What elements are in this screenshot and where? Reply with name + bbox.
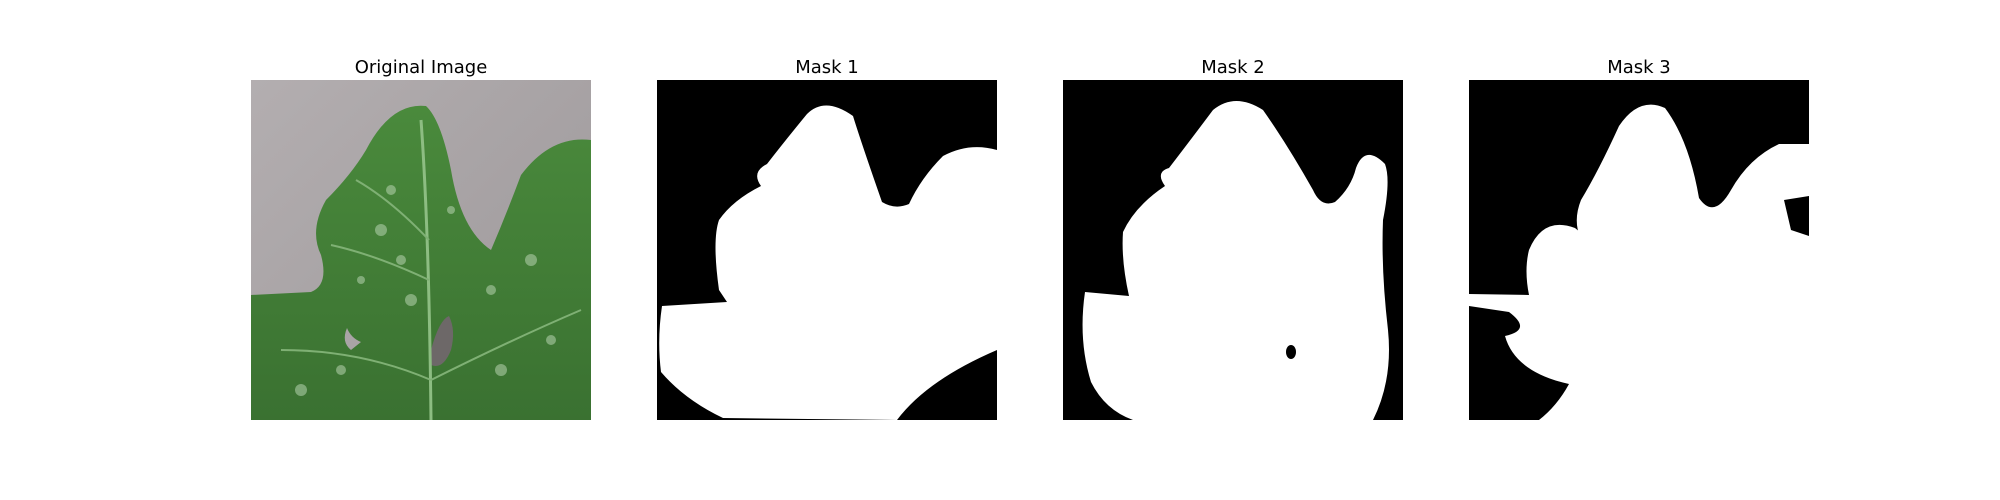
panel-title: Mask 1 [795,57,859,78]
leaf-photo [251,80,591,420]
mask-3-image [1469,80,1809,420]
mask-1-panel: Mask 1 [657,56,997,420]
mask-1-image [657,80,997,420]
mask-2-image [1063,80,1403,420]
panel-title: Mask 2 [1201,57,1265,78]
original-image-panel: Original Image [251,56,591,420]
panel-title: Mask 3 [1607,57,1671,78]
mask-2-panel: Mask 2 [1063,56,1403,420]
mask-3-panel: Mask 3 [1469,56,1809,420]
panel-title: Original Image [354,57,488,78]
